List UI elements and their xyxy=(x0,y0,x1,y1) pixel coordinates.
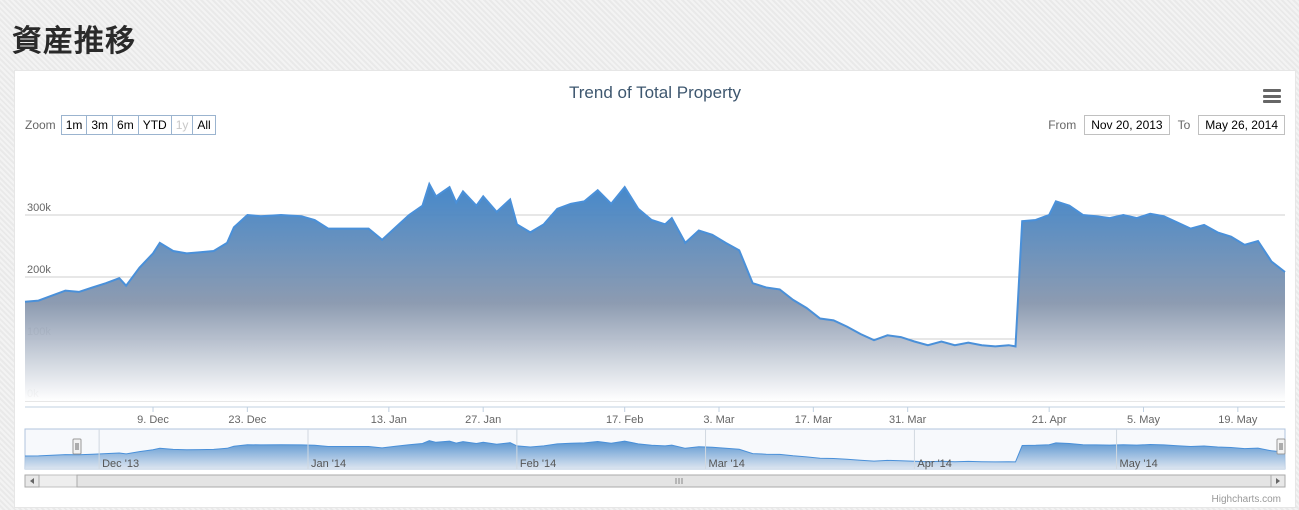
highcharts-credits[interactable]: Highcharts.com xyxy=(1211,494,1281,505)
y-tick-label: 100k xyxy=(27,326,51,338)
x-tick-label: 17. Feb xyxy=(606,414,643,426)
scrollbar-right-button[interactable] xyxy=(1270,474,1286,488)
x-tick-label: 23. Dec xyxy=(228,414,266,426)
navigator-tick-label: Apr '14 xyxy=(917,458,952,470)
navigator-tick-label: Dec '13 xyxy=(102,458,139,470)
x-tick-label: 31. Mar xyxy=(889,414,927,426)
chart-panel: Trend of Total Property Zoom 1m 3m 6m YTD 1y… xyxy=(14,70,1296,508)
from-label: From xyxy=(1048,118,1077,132)
zoom-button-1y: 1y xyxy=(171,116,194,134)
navigator-tick-label: Mar '14 xyxy=(709,458,745,470)
chart-area: 0k 100k 200k 300k 9. Dec 23. Dec 13. Jan 27. Ja… xyxy=(24,181,1286,488)
zoom-label: Zoom xyxy=(25,118,56,132)
x-tick-label: 9. Dec xyxy=(137,414,169,426)
x-tick-label: 21. Apr xyxy=(1032,414,1067,426)
x-tick-label: 17. Mar xyxy=(795,414,833,426)
x-tick-label: 5. May xyxy=(1127,414,1161,426)
navigator-line xyxy=(24,440,1286,463)
y-tick-label: 300k xyxy=(27,202,51,214)
navigator-tick-label: Jan '14 xyxy=(311,458,346,470)
scrollbar-left-button[interactable] xyxy=(24,474,40,488)
x-tick-label: 3. Mar xyxy=(703,414,735,426)
zoom-button-all[interactable]: All xyxy=(193,116,215,134)
zoom-selector: Zoom 1m 3m 6m YTD 1y All xyxy=(25,115,216,135)
navigator-left-handle[interactable] xyxy=(72,438,82,455)
hamburger-menu-icon[interactable] xyxy=(1263,89,1281,103)
scrollbar-track[interactable] xyxy=(24,474,1286,488)
arrow-right-icon xyxy=(1276,478,1280,484)
page-title: 資産推移 xyxy=(12,24,136,59)
series-line xyxy=(24,181,1286,348)
from-date-input[interactable]: Nov 20, 2013 xyxy=(1084,115,1170,135)
navigator-tick-label: May '14 xyxy=(1120,458,1158,470)
x-tick-label: 27. Jan xyxy=(465,414,501,426)
area-fill xyxy=(25,184,1285,401)
navigator-background xyxy=(24,428,1286,470)
zoom-button-group: 1m 3m 6m YTD 1y All xyxy=(60,115,216,135)
x-tick-label: 19. May xyxy=(1218,414,1258,426)
y-tick-label: 0k xyxy=(27,388,39,400)
chart-title: Trend of Total Property xyxy=(569,83,741,102)
x-tick-label: 13. Jan xyxy=(371,414,407,426)
scrollbar-thumb[interactable] xyxy=(76,474,1282,488)
to-date-input[interactable]: May 26, 2014 xyxy=(1198,115,1285,135)
to-label: To xyxy=(1177,118,1191,132)
y-tick-label: 200k xyxy=(27,264,51,276)
zoom-button-6m[interactable]: 6m xyxy=(113,116,139,134)
arrow-left-icon xyxy=(30,478,34,484)
zoom-button-ytd[interactable]: YTD xyxy=(138,116,172,134)
date-range-inputs: From Nov 20, 2013 To May 26, 2014 xyxy=(1048,115,1285,135)
navigator-right-handle[interactable] xyxy=(1276,438,1286,455)
zoom-button-3m[interactable]: 3m xyxy=(87,116,114,134)
navigator-area xyxy=(25,440,1285,469)
zoom-button-1m[interactable]: 1m xyxy=(61,116,88,134)
navigator-tick-label: Feb '14 xyxy=(520,458,556,470)
